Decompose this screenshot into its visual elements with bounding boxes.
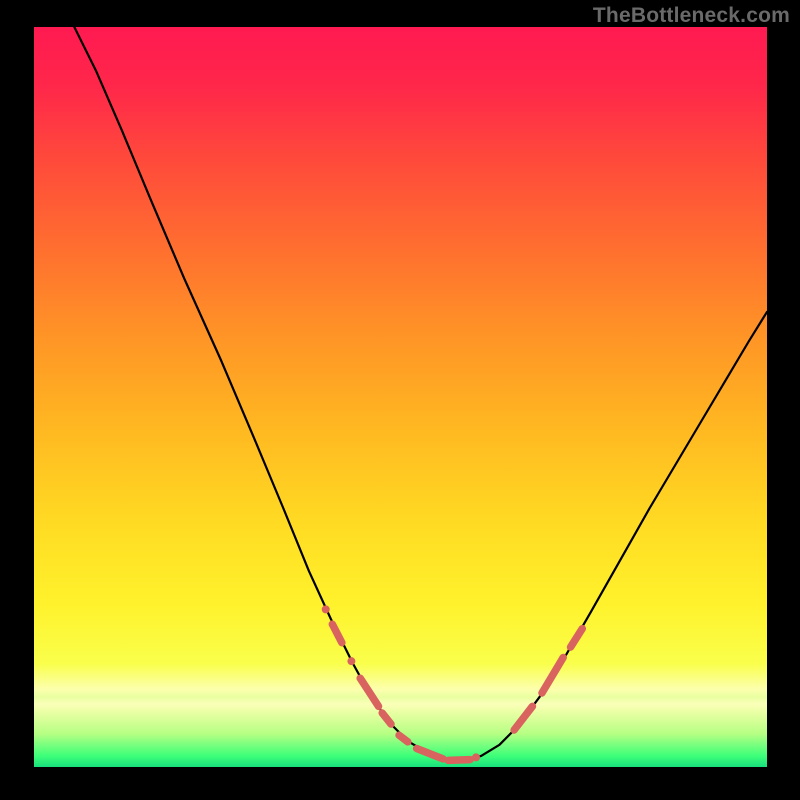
attribution-label: TheBottleneck.com (593, 4, 790, 28)
plot-background (34, 27, 767, 767)
bottleneck-chart (0, 0, 800, 800)
